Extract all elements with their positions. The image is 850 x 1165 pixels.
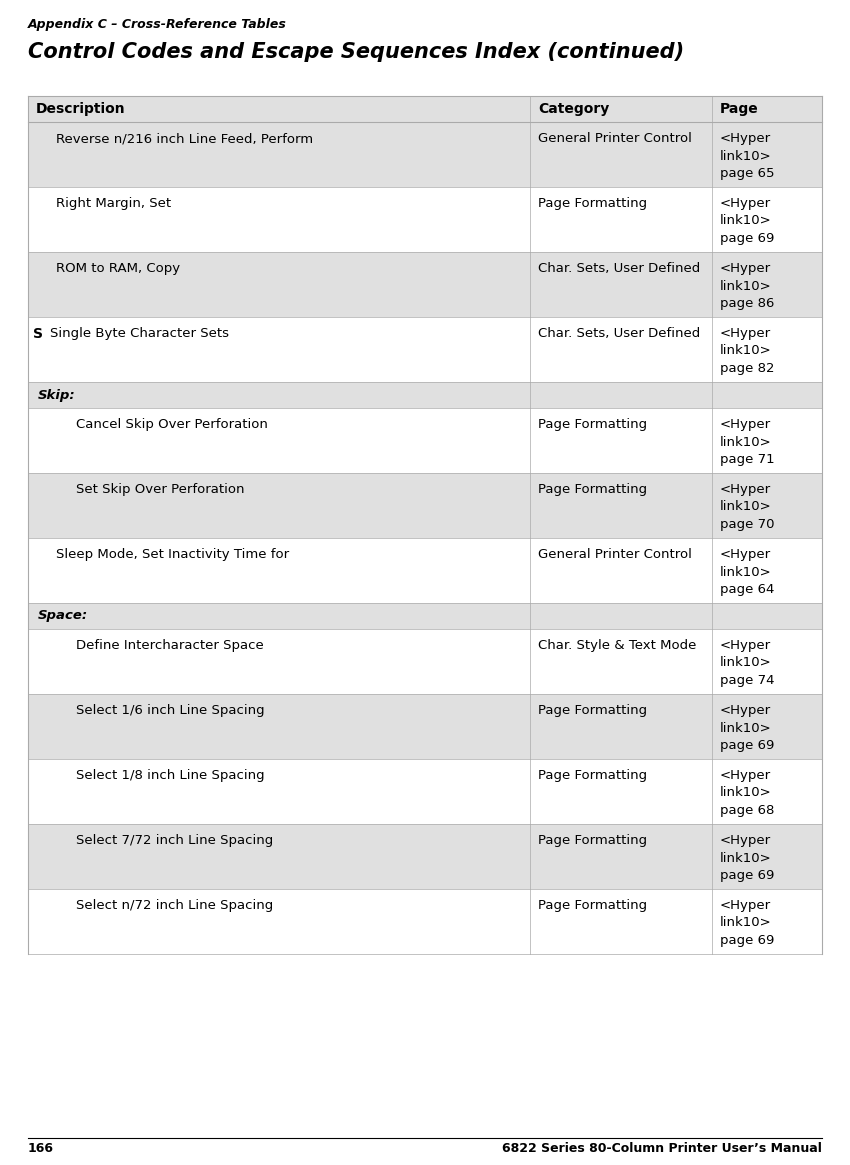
Text: <Hyper
link10>
page 71: <Hyper link10> page 71 xyxy=(720,418,774,466)
Bar xyxy=(28,760,822,824)
Text: <Hyper
link10>
page 69: <Hyper link10> page 69 xyxy=(720,899,774,947)
Text: ROM to RAM, Copy: ROM to RAM, Copy xyxy=(56,262,180,275)
Text: Single Byte Character Sets: Single Byte Character Sets xyxy=(50,327,229,340)
Text: <Hyper
link10>
page 86: <Hyper link10> page 86 xyxy=(720,262,774,310)
Text: Char. Sets, User Defined: Char. Sets, User Defined xyxy=(538,327,700,340)
Text: S: S xyxy=(33,327,43,341)
Bar xyxy=(28,629,822,694)
Text: 166: 166 xyxy=(28,1142,54,1155)
Text: Define Intercharacter Space: Define Intercharacter Space xyxy=(76,638,264,652)
Text: Space:: Space: xyxy=(38,609,88,622)
Text: Category: Category xyxy=(538,103,609,117)
Bar xyxy=(28,96,822,122)
Text: Right Margin, Set: Right Margin, Set xyxy=(56,197,171,210)
Bar xyxy=(28,382,822,408)
Text: Set Skip Over Perforation: Set Skip Over Perforation xyxy=(76,483,245,496)
Text: Description: Description xyxy=(36,103,126,117)
Text: Sleep Mode, Set Inactivity Time for: Sleep Mode, Set Inactivity Time for xyxy=(56,548,289,562)
Text: <Hyper
link10>
page 70: <Hyper link10> page 70 xyxy=(720,483,774,531)
Text: <Hyper
link10>
page 64: <Hyper link10> page 64 xyxy=(720,548,774,596)
Text: Select 7/72 inch Line Spacing: Select 7/72 inch Line Spacing xyxy=(76,834,273,847)
Text: Skip:: Skip: xyxy=(38,388,76,402)
Text: Page: Page xyxy=(720,103,759,117)
Text: Page Formatting: Page Formatting xyxy=(538,769,647,782)
Text: Char. Sets, User Defined: Char. Sets, User Defined xyxy=(538,262,700,275)
Text: Char. Style & Text Mode: Char. Style & Text Mode xyxy=(538,638,696,652)
Bar xyxy=(28,538,822,603)
Bar xyxy=(28,473,822,538)
Bar xyxy=(28,408,822,473)
Text: 6822 Series 80-Column Printer User’s Manual: 6822 Series 80-Column Printer User’s Man… xyxy=(502,1142,822,1155)
Text: <Hyper
link10>
page 82: <Hyper link10> page 82 xyxy=(720,327,774,375)
Text: Page Formatting: Page Formatting xyxy=(538,483,647,496)
Bar xyxy=(28,252,822,317)
Text: <Hyper
link10>
page 65: <Hyper link10> page 65 xyxy=(720,132,774,181)
Text: Page Formatting: Page Formatting xyxy=(538,704,647,716)
Text: Cancel Skip Over Perforation: Cancel Skip Over Perforation xyxy=(76,418,268,431)
Text: <Hyper
link10>
page 74: <Hyper link10> page 74 xyxy=(720,638,774,687)
Text: Page Formatting: Page Formatting xyxy=(538,899,647,912)
Text: Control Codes and Escape Sequences Index (continued): Control Codes and Escape Sequences Index… xyxy=(28,42,684,62)
Text: Page Formatting: Page Formatting xyxy=(538,834,647,847)
Text: Page Formatting: Page Formatting xyxy=(538,418,647,431)
Text: General Printer Control: General Printer Control xyxy=(538,548,692,562)
Text: Select 1/6 inch Line Spacing: Select 1/6 inch Line Spacing xyxy=(76,704,264,716)
Text: Page Formatting: Page Formatting xyxy=(538,197,647,210)
Text: <Hyper
link10>
page 68: <Hyper link10> page 68 xyxy=(720,769,774,817)
Bar xyxy=(28,317,822,382)
Text: Reverse n/216 inch Line Feed, Perform: Reverse n/216 inch Line Feed, Perform xyxy=(56,132,313,144)
Text: <Hyper
link10>
page 69: <Hyper link10> page 69 xyxy=(720,834,774,882)
Text: <Hyper
link10>
page 69: <Hyper link10> page 69 xyxy=(720,704,774,751)
Text: Select n/72 inch Line Spacing: Select n/72 inch Line Spacing xyxy=(76,899,273,912)
Bar xyxy=(28,694,822,760)
Bar xyxy=(28,603,822,629)
Bar xyxy=(28,122,822,188)
Text: Appendix C – Cross-Reference Tables: Appendix C – Cross-Reference Tables xyxy=(28,17,286,31)
Bar xyxy=(28,889,822,954)
Bar xyxy=(28,188,822,252)
Text: Select 1/8 inch Line Spacing: Select 1/8 inch Line Spacing xyxy=(76,769,264,782)
Text: General Printer Control: General Printer Control xyxy=(538,132,692,144)
Text: <Hyper
link10>
page 69: <Hyper link10> page 69 xyxy=(720,197,774,245)
Bar xyxy=(28,824,822,889)
